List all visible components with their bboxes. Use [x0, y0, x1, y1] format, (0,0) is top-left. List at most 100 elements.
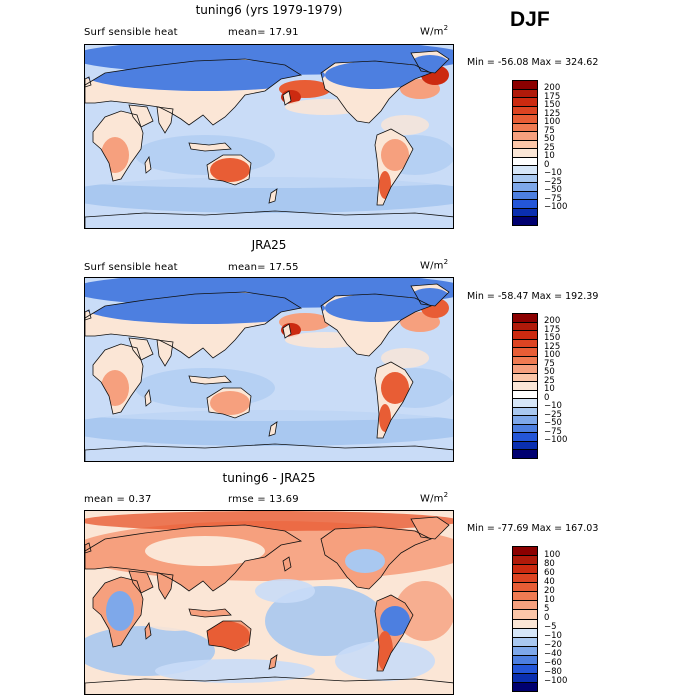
colorbar-tick-label: 10: [544, 594, 555, 605]
coastline-nz: [268, 188, 278, 204]
colorbar-tick-label: 150: [544, 100, 561, 111]
colorbar-tick-label: −40: [544, 649, 562, 660]
colorbar-swatch: [512, 681, 538, 692]
coastline-greenland: [410, 50, 450, 74]
colorbar-tick-label: 50: [544, 134, 555, 145]
min-max-label: Min = -56.08 Max = 324.62: [467, 57, 599, 68]
coastline-arabia: [128, 570, 154, 594]
coastline-madagascar: [144, 388, 152, 407]
variable-label: Surf sensible heat: [84, 262, 178, 273]
colorbar-tick-label: 125: [544, 108, 561, 119]
panel-title: tuning6 (yrs 1979-1979): [195, 3, 343, 17]
colorbar-tick-label: 100: [544, 549, 561, 560]
coastline-samerica: [374, 128, 414, 206]
coastline-antarctica: [85, 443, 453, 461]
colorbar-tick-label: −60: [544, 658, 562, 669]
coastline-eurasia: [85, 524, 303, 592]
variable-label: Surf sensible heat: [84, 27, 178, 38]
colorbar-tick-label: 125: [544, 341, 561, 352]
coastline-africa: [92, 576, 144, 648]
colorbar-tick-label: 0: [544, 392, 550, 403]
coastline-antarctica: [85, 210, 453, 228]
colorbar-tick-label: 75: [544, 358, 555, 369]
colorbar-tick-label: −10: [544, 631, 562, 642]
coastline-eurasia: [85, 291, 303, 359]
coastline-japan: [282, 556, 292, 572]
season-label: DJF: [510, 8, 550, 31]
coastline-uk: [85, 542, 92, 554]
panel-title: JRA25: [251, 238, 287, 252]
colorbar-tick-label: 25: [544, 142, 555, 153]
units-label: W/m2: [420, 24, 449, 38]
coastline-australia: [206, 154, 252, 186]
coastline-india: [156, 106, 174, 134]
coastline-uk: [85, 76, 92, 88]
mean-label: mean= 17.91: [228, 27, 299, 38]
rmse-label: rmse = 13.69: [228, 494, 299, 505]
difference-map: [84, 510, 454, 695]
surface-sensible-heat-map: [84, 44, 454, 229]
coastline-japan: [282, 323, 292, 339]
colorbar-tick-label: −100: [544, 435, 568, 446]
coastline-india: [156, 339, 174, 367]
coastline-namerica: [320, 293, 432, 357]
colorbar-tick-label: 25: [544, 375, 555, 386]
mean-label: mean= 17.55: [228, 262, 299, 273]
colorbar-tick-label: 20: [544, 585, 555, 596]
coastline-arabia: [128, 104, 154, 128]
colorbar-swatch: [512, 216, 538, 226]
colorbar-tick-label: 175: [544, 324, 561, 335]
coastline-samerica: [374, 361, 414, 439]
colorbar-swatch: [512, 449, 538, 459]
colorbar: 200 175 150 125 100 75 50 25 10 0 −10 −25 −50 −75 −100: [512, 313, 567, 459]
colorbar-tick-label: 0: [544, 159, 550, 170]
colorbar-tick-label: 175: [544, 91, 561, 102]
colorbar-tick-label: 75: [544, 125, 555, 136]
coastline-africa: [92, 343, 144, 415]
colorbar-tick-label: 5: [544, 603, 550, 614]
colorbar-tick-label: −5: [544, 622, 557, 633]
colorbar-tick-label: −80: [544, 667, 562, 678]
coastline-india: [156, 572, 174, 600]
coastline-antarctica: [85, 676, 453, 694]
coastline-arabia: [128, 337, 154, 361]
coastline-uk: [85, 309, 92, 321]
colorbar-tick-label: −75: [544, 426, 562, 437]
colorbar-tick-label: 150: [544, 333, 561, 344]
colorbar-tick-label: 10: [544, 384, 555, 395]
units-label: W/m2: [420, 258, 449, 272]
colorbar-tick-label: 40: [544, 576, 555, 587]
colorbar-tick-label: 0: [544, 613, 550, 623]
colorbar-tick-label: 200: [544, 316, 561, 327]
colorbar-tick-label: −100: [544, 202, 568, 213]
coastline-nz: [268, 421, 278, 437]
colorbar: 100 80 60 40 20 10 5 0 −5 −10 −20 −40 −60 −80 −100: [512, 546, 567, 692]
colorbar-tick-label: −50: [544, 185, 562, 196]
min-max-label: Min = -77.69 Max = 167.03: [467, 523, 599, 534]
colorbar-tick-label: −10: [544, 168, 562, 179]
coastline-japan: [282, 90, 292, 106]
coastline-samerica: [374, 594, 414, 672]
coastline-greenland: [410, 516, 450, 540]
colorbar-tick-label: 100: [544, 350, 561, 361]
colorbar-tick-label: −20: [544, 640, 562, 651]
min-max-label: Min = -58.47 Max = 192.39: [467, 291, 599, 302]
coastline-madagascar: [144, 155, 152, 174]
coastline-australia: [206, 620, 252, 652]
colorbar-tick-label: 10: [544, 151, 555, 162]
coastline-eurasia: [85, 58, 303, 126]
colorbar-tick-label: −75: [544, 193, 562, 204]
colorbar-tick-label: −25: [544, 176, 562, 187]
coastline-indonesia: [188, 375, 232, 385]
mean-label: mean = 0.37: [84, 494, 152, 505]
coastline-madagascar: [144, 621, 152, 640]
coastline-africa: [92, 110, 144, 182]
colorbar: 200 175 150 125 100 75 50 25 10 0 −10 −25 −50 −75 −100: [512, 80, 567, 226]
units-label: W/m2: [420, 491, 449, 505]
coastline-indonesia: [188, 608, 232, 618]
colorbar-tick-label: −100: [544, 676, 568, 687]
colorbar-tick-label: 60: [544, 567, 555, 578]
coastline-nz: [268, 654, 278, 670]
coastline-namerica: [320, 526, 432, 590]
colorbar-tick-label: −50: [544, 418, 562, 429]
